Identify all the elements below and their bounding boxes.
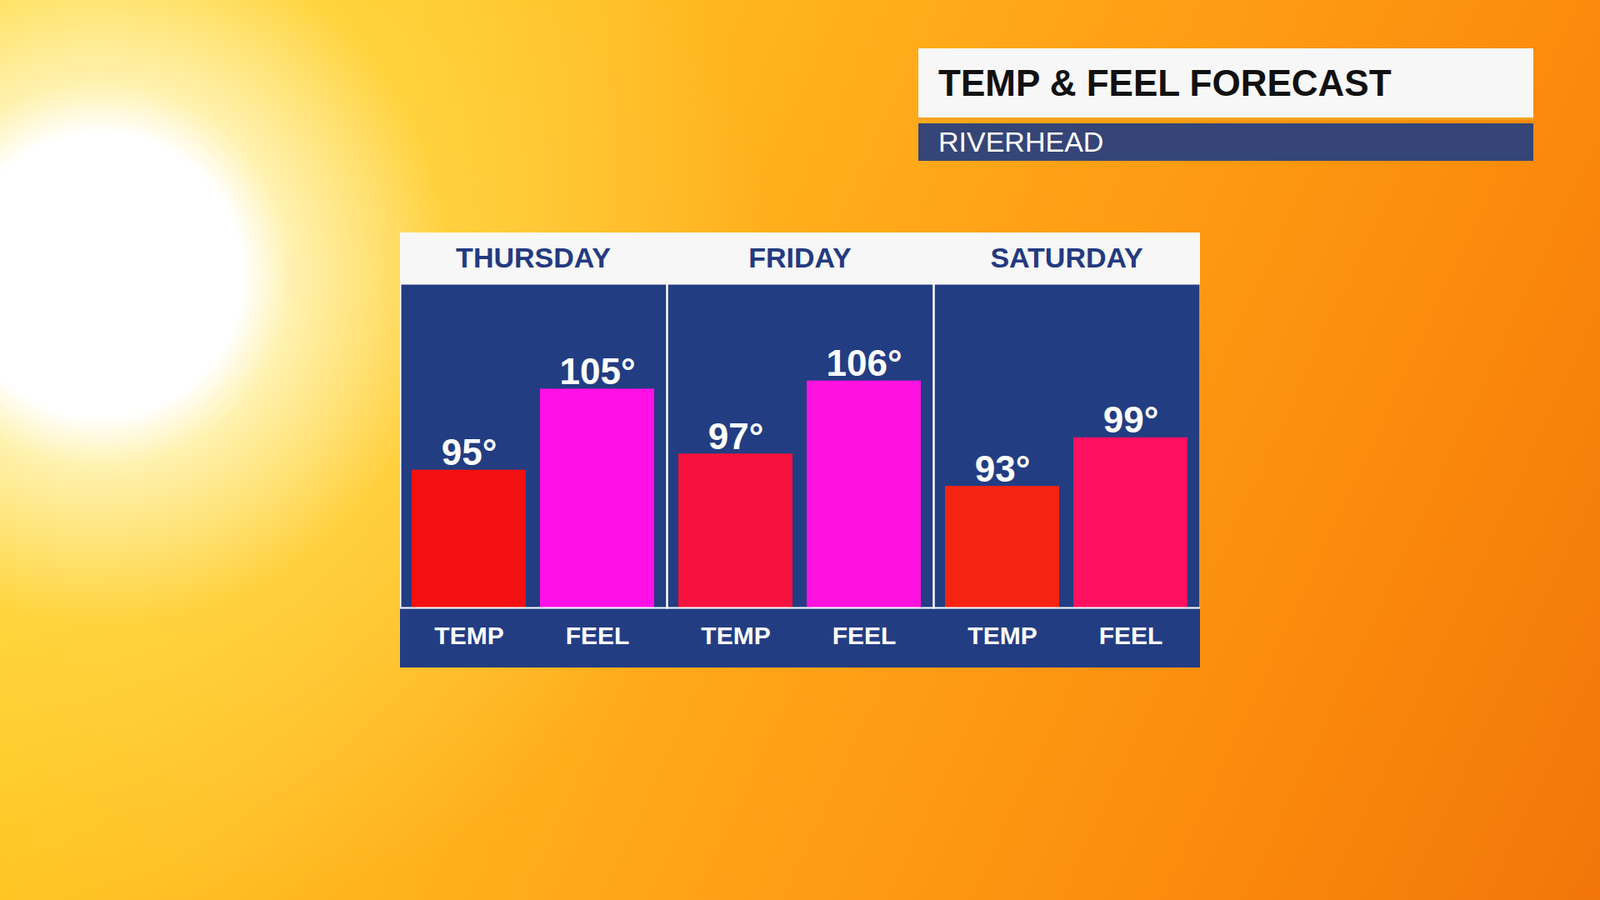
svg-text:105°: 105°	[559, 350, 635, 392]
svg-text:TEMP: TEMP	[967, 621, 1037, 650]
html-text:SATURDAY: SATURDAY	[990, 241, 1143, 274]
svg-text:99°: 99°	[1103, 399, 1160, 440]
html-text:FRIDAY: FRIDAY	[748, 241, 852, 274]
svg-text:TEMP: TEMP	[434, 621, 504, 650]
svg-text:95°: 95°	[441, 431, 498, 473]
html-text:TEMP & FEEL FORECAST: TEMP & FEEL FORECAST	[938, 62, 1392, 103]
html-text:THURSDAY: THURSDAY	[455, 241, 611, 274]
html-text:RIVERHEAD: RIVERHEAD	[938, 125, 1104, 158]
svg-text:97°: 97°	[708, 415, 765, 457]
svg-text:93°: 93°	[975, 448, 1031, 490]
svg-text:FEEL: FEEL	[1099, 621, 1164, 650]
svg-text:106°: 106°	[825, 342, 902, 384]
svg-text:TEMP: TEMP	[700, 621, 770, 650]
svg-text:FEEL: FEEL	[565, 621, 630, 650]
svg-text:FEEL: FEEL	[832, 621, 897, 650]
